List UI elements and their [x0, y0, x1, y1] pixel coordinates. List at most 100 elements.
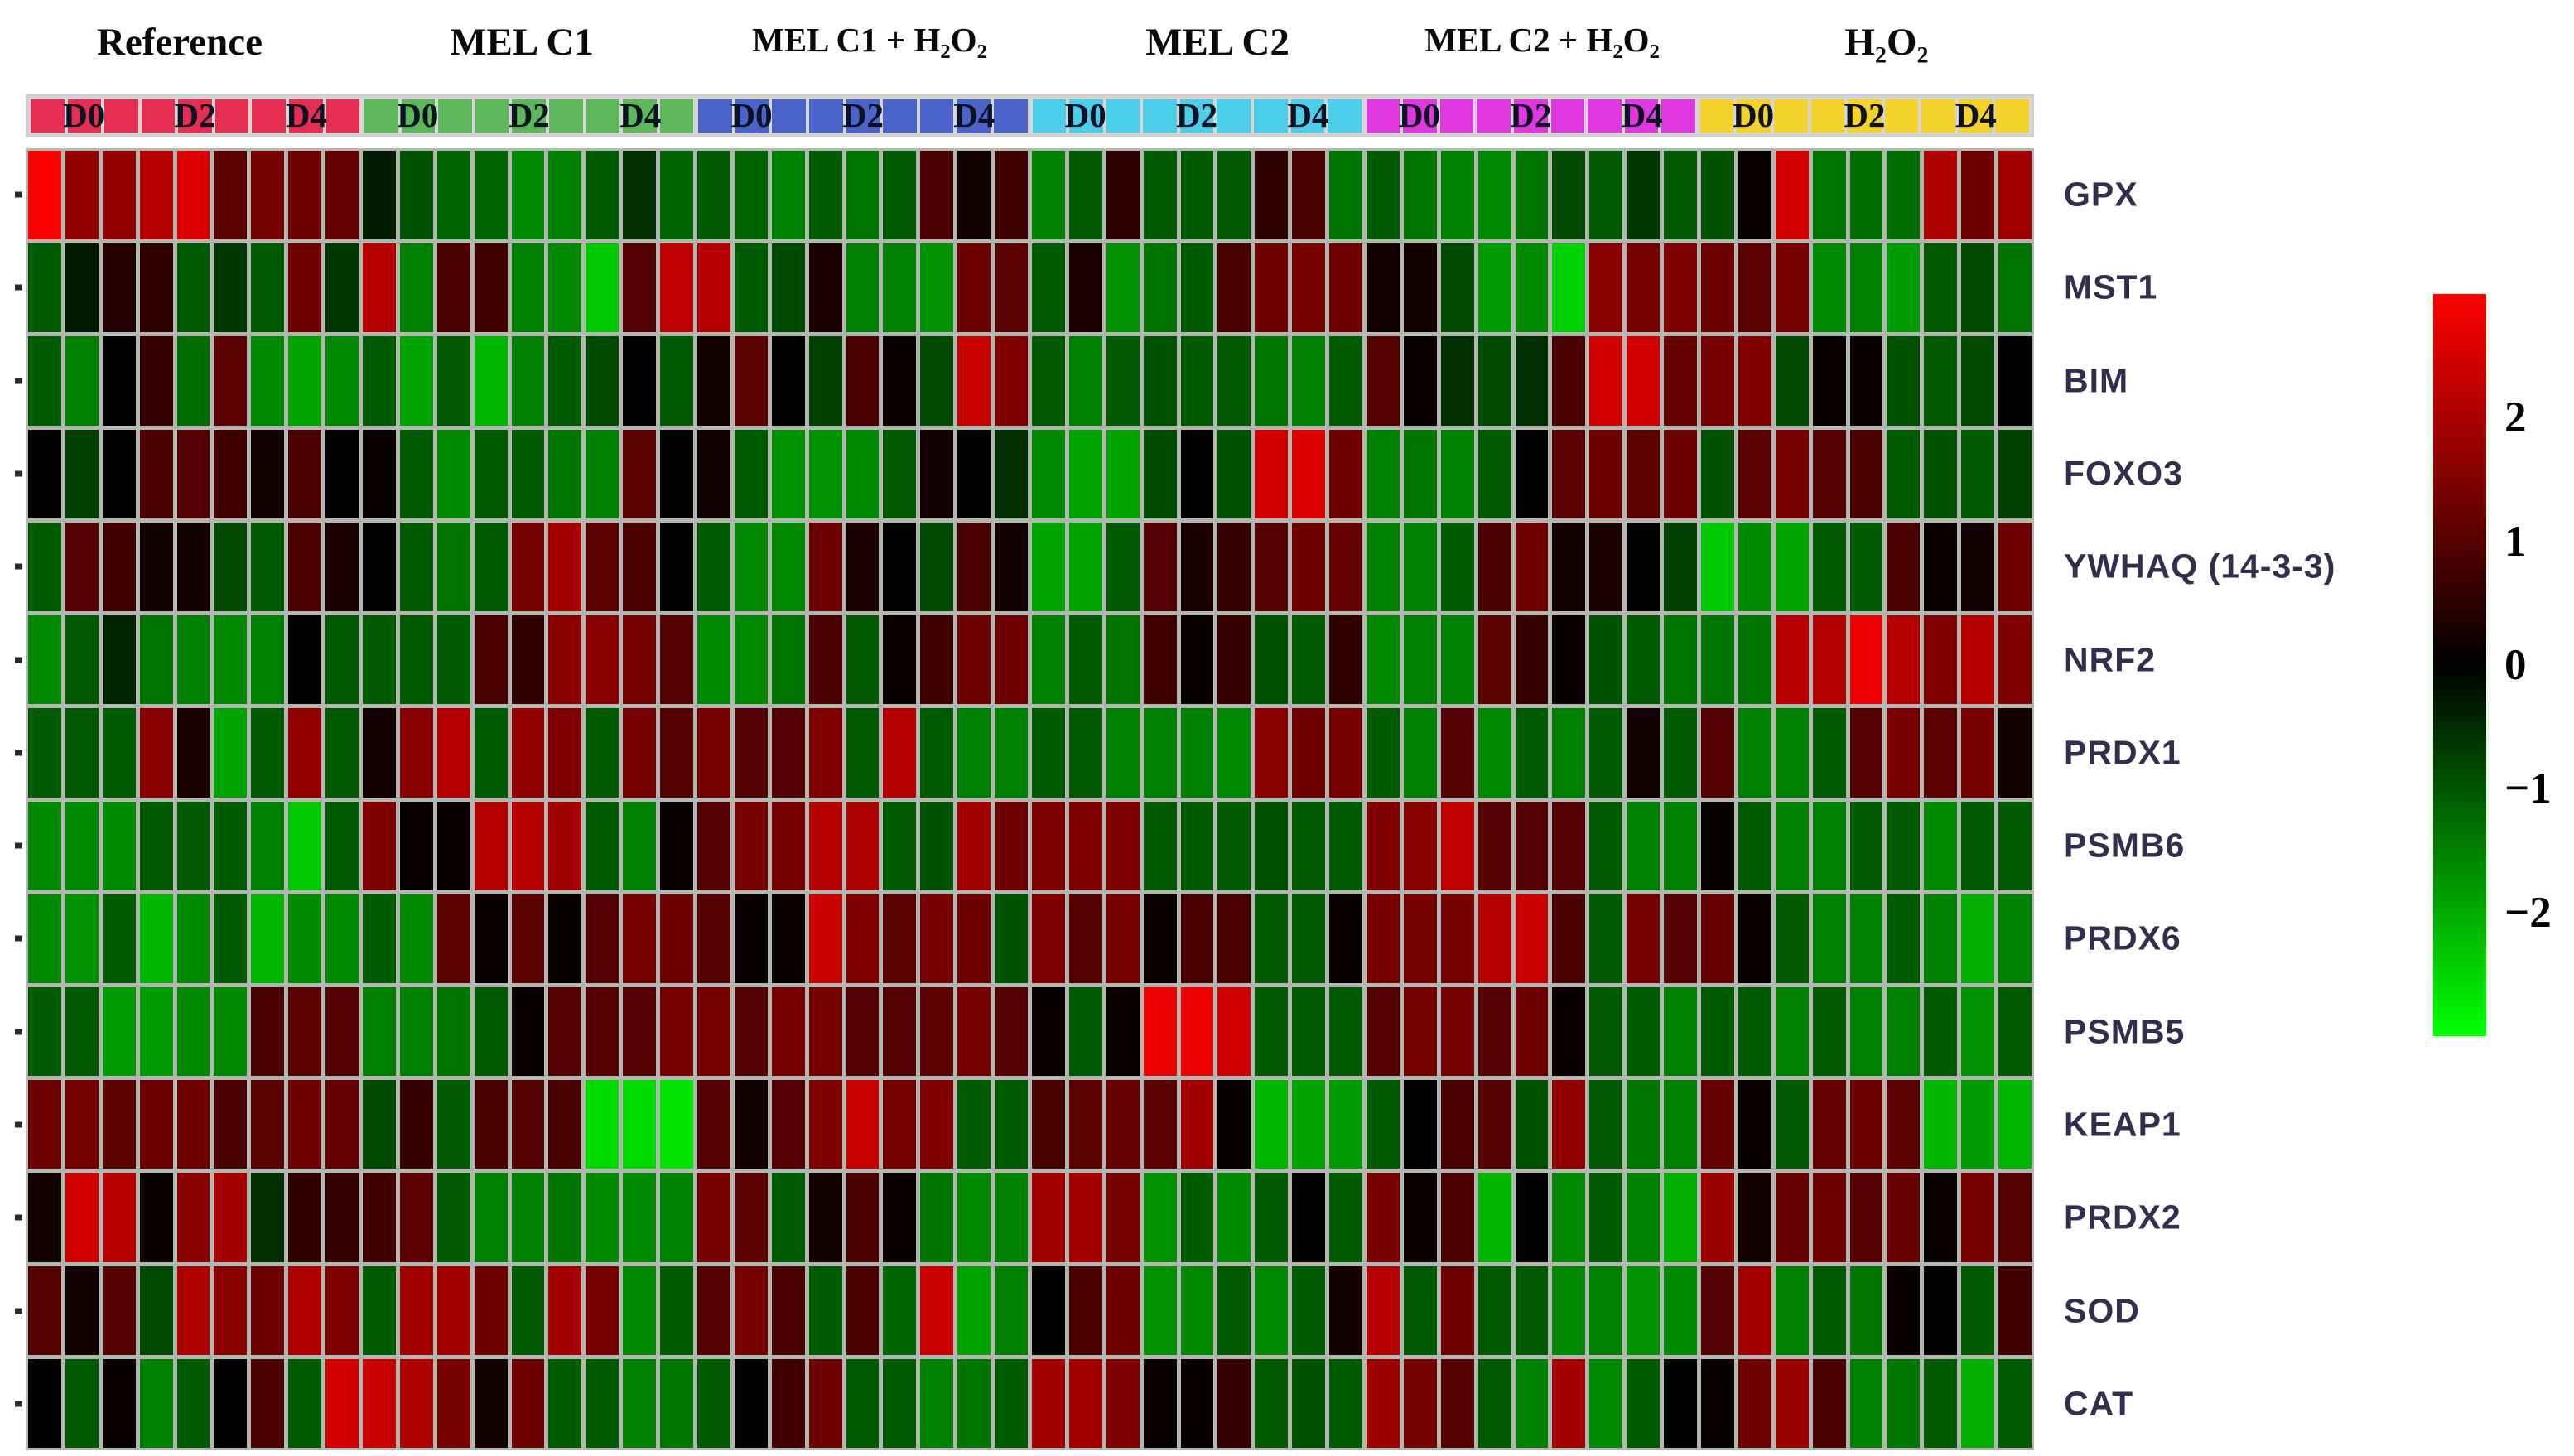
- heatmap-cell: [1403, 336, 1437, 426]
- heatmap-cell: [1403, 1266, 1437, 1355]
- heatmap-cell: [1329, 1358, 1362, 1448]
- heatmap-cell: [1292, 1266, 1326, 1355]
- heatmap-cell: [1440, 1266, 1474, 1355]
- band-cell: [586, 99, 620, 133]
- heatmap-cell: [808, 708, 842, 798]
- heatmap-cell: [1217, 986, 1251, 1077]
- heatmap-cell: [474, 522, 508, 612]
- day-label: D4: [1955, 96, 1997, 135]
- heatmap-cell: [1738, 1080, 1771, 1169]
- heatmap-cell: [139, 1358, 173, 1448]
- heatmap-cell: [1887, 1080, 1921, 1169]
- heatmap-cell: [623, 986, 657, 1077]
- heatmap-cell: [883, 1266, 917, 1355]
- heatmap-cell: [660, 1080, 693, 1169]
- heatmap-cell: [251, 1266, 285, 1355]
- heatmap-cell: [1068, 1266, 1102, 1355]
- heatmap-cell: [1812, 1358, 1846, 1448]
- heatmap-cell: [920, 615, 954, 705]
- heatmap-cell: [548, 708, 582, 798]
- heatmap-cell: [1775, 1266, 1809, 1355]
- heatmap-cell: [214, 801, 248, 890]
- heatmap-cell: [1924, 1080, 1958, 1169]
- heatmap-cell: [436, 1358, 470, 1448]
- heatmap-cell: [734, 986, 768, 1077]
- heatmap-cell: [1887, 708, 1921, 798]
- heatmap-cell: [1255, 522, 1289, 612]
- heatmap-cell: [1849, 1080, 1883, 1169]
- heatmap-cell: [325, 336, 359, 426]
- heatmap-cell: [660, 894, 693, 983]
- heatmap-cell: [1217, 243, 1251, 333]
- heatmap-cell: [363, 243, 396, 333]
- heatmap-cell: [1477, 336, 1511, 426]
- heatmap-cell: [1068, 243, 1102, 333]
- heatmap-cell: [1106, 1358, 1140, 1448]
- heatmap-cell: [288, 708, 322, 798]
- heatmap-cell: [1812, 336, 1846, 426]
- heatmap-cell: [1032, 1358, 1065, 1448]
- colorbar-tick-label: −2: [2504, 888, 2552, 937]
- heatmap-cell: [1180, 522, 1214, 612]
- heatmap-cell: [1440, 1173, 1474, 1262]
- heatmap-cell: [1849, 429, 1883, 518]
- heatmap-cell: [1143, 243, 1177, 333]
- heatmap-cell: [1477, 429, 1511, 518]
- heatmap-cell: [436, 1173, 470, 1262]
- heatmap-cell: [1924, 243, 1958, 333]
- heatmap-cell: [288, 801, 322, 890]
- heatmap-cell: [1515, 615, 1549, 705]
- heatmap-cell: [1217, 894, 1251, 983]
- heatmap-cell: [399, 1358, 433, 1448]
- heatmap-cell: [771, 986, 805, 1077]
- heatmap-cell: [883, 801, 917, 890]
- heatmap-cell: [1998, 522, 2032, 612]
- heatmap-cell: [1812, 986, 1846, 1077]
- heatmap-cell: [102, 708, 136, 798]
- heatmap-cell: [586, 1266, 619, 1355]
- heatmap-cell: [1329, 801, 1362, 890]
- heatmap-cell: [660, 151, 693, 240]
- heatmap-cell: [363, 1266, 396, 1355]
- gene-label: PRDX1: [2064, 733, 2181, 772]
- heatmap-cell: [288, 336, 322, 426]
- day-label: D2: [841, 96, 884, 135]
- heatmap-cell: [139, 243, 173, 333]
- heatmap-cell: [1775, 986, 1809, 1077]
- heatmap-cell: [474, 708, 508, 798]
- band-cell: [141, 99, 176, 133]
- heatmap-cell: [1998, 336, 2032, 426]
- heatmap-cell: [846, 801, 880, 890]
- row-tick: [15, 750, 22, 756]
- heatmap-cell: [1329, 336, 1362, 426]
- heatmap-cell: [28, 151, 61, 240]
- heatmap-cell: [1515, 708, 1549, 798]
- heatmap-cell: [399, 615, 433, 705]
- heatmap-cell: [586, 522, 619, 612]
- day-label: D0: [63, 96, 105, 135]
- heatmap-cell: [139, 336, 173, 426]
- heatmap-cell: [28, 429, 61, 518]
- heatmap-cell: [1887, 894, 1921, 983]
- heatmap-cell: [1775, 429, 1809, 518]
- heatmap-cell: [1477, 986, 1511, 1077]
- heatmap-cell: [1924, 894, 1958, 983]
- heatmap-cell: [102, 1266, 136, 1355]
- heatmap-cell: [1738, 522, 1771, 612]
- heatmap-cell: [957, 1358, 991, 1448]
- heatmap-cell: [1998, 1080, 2032, 1169]
- band-cell: [178, 99, 212, 133]
- heatmap-cell: [1664, 243, 1697, 333]
- heatmap-cell: [1664, 151, 1697, 240]
- heatmap-cell: [474, 801, 508, 890]
- heatmap-cell: [697, 615, 730, 705]
- heatmap-cell: [363, 1358, 396, 1448]
- heatmap-cell: [1515, 1080, 1549, 1169]
- heatmap-cell: [251, 1358, 285, 1448]
- heatmap-cell: [102, 151, 136, 240]
- heatmap-cell: [1367, 336, 1400, 426]
- band-cell: [772, 99, 807, 133]
- heatmap-cell: [1664, 801, 1697, 890]
- heatmap-cell: [399, 1173, 433, 1262]
- day-label: D4: [619, 96, 662, 135]
